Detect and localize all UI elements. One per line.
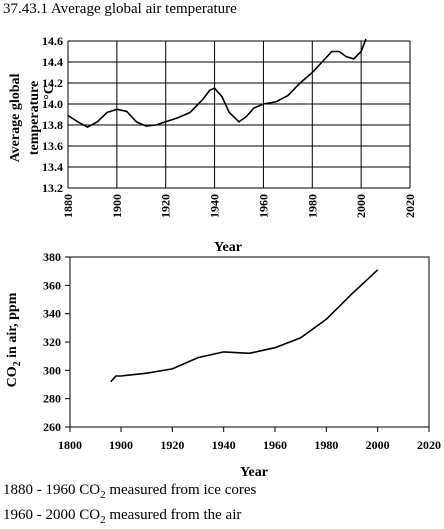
y-tick-label: 280 <box>43 392 61 406</box>
x-tick-label: 1800 <box>58 438 82 452</box>
y-tick-label: 320 <box>43 335 61 349</box>
x-tick-label: 2000 <box>366 438 390 452</box>
plot-frame <box>70 257 429 427</box>
y-tick-label: 340 <box>43 307 61 321</box>
x-tick-label: 1940 <box>212 438 236 452</box>
x-tick-label: 1960 <box>263 438 287 452</box>
note-gas-subscript: 2 <box>100 489 106 501</box>
x-tick-label: 1900 <box>109 438 133 452</box>
co2-series-line <box>111 270 378 382</box>
y-tick-label: 260 <box>43 420 61 434</box>
note-gas: CO <box>79 482 100 498</box>
y-tick-label: 360 <box>43 278 61 292</box>
y-tick-label: 300 <box>43 363 61 377</box>
note-gas: CO <box>79 507 100 523</box>
note-ice-cores: 1880 - 1960 CO2 measured from ice cores <box>3 482 256 501</box>
y-axis-label: CO2 in air, ppm <box>5 292 23 387</box>
x-tick-label: 1920 <box>160 438 184 452</box>
co2-chart: 260 280 300 320 340 360 380 1800 1900 1920 1940 19… <box>0 0 444 480</box>
x-tick-label: 1980 <box>314 438 338 452</box>
note-text: measured from ice cores <box>109 482 256 498</box>
note-gas-subscript: 2 <box>100 514 106 526</box>
note-air: 1960 - 2000 CO2 measured from the air <box>3 507 241 526</box>
x-tick-label: 2020 <box>417 438 441 452</box>
note-years: 1960 - 2000 <box>3 507 76 523</box>
y-tick-label: 380 <box>43 250 61 264</box>
note-text: measured from the air <box>109 507 241 523</box>
x-axis-label: Year <box>240 465 268 480</box>
note-years: 1880 - 1960 <box>3 482 76 498</box>
